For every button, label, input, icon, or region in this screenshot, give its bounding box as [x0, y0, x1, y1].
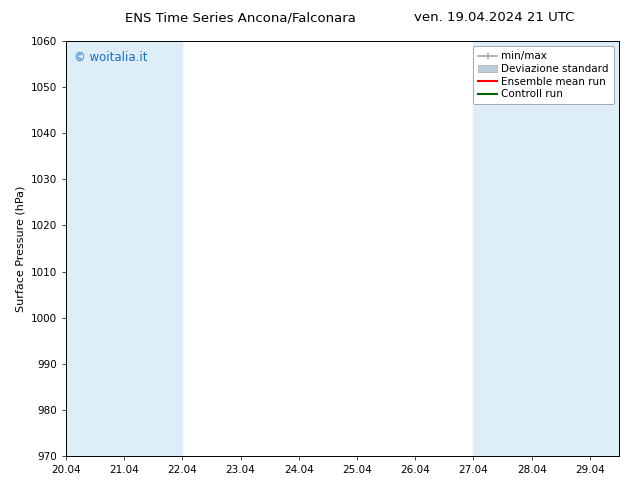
Y-axis label: Surface Pressure (hPa): Surface Pressure (hPa) — [15, 185, 25, 312]
Bar — [590, 41, 619, 456]
Bar — [66, 41, 183, 456]
Text: © woitalia.it: © woitalia.it — [74, 51, 148, 64]
Bar — [474, 41, 590, 456]
Text: ENS Time Series Ancona/Falconara: ENS Time Series Ancona/Falconara — [126, 11, 356, 24]
Legend: min/max, Deviazione standard, Ensemble mean run, Controll run: min/max, Deviazione standard, Ensemble m… — [473, 46, 614, 104]
Text: ven. 19.04.2024 21 UTC: ven. 19.04.2024 21 UTC — [415, 11, 574, 24]
